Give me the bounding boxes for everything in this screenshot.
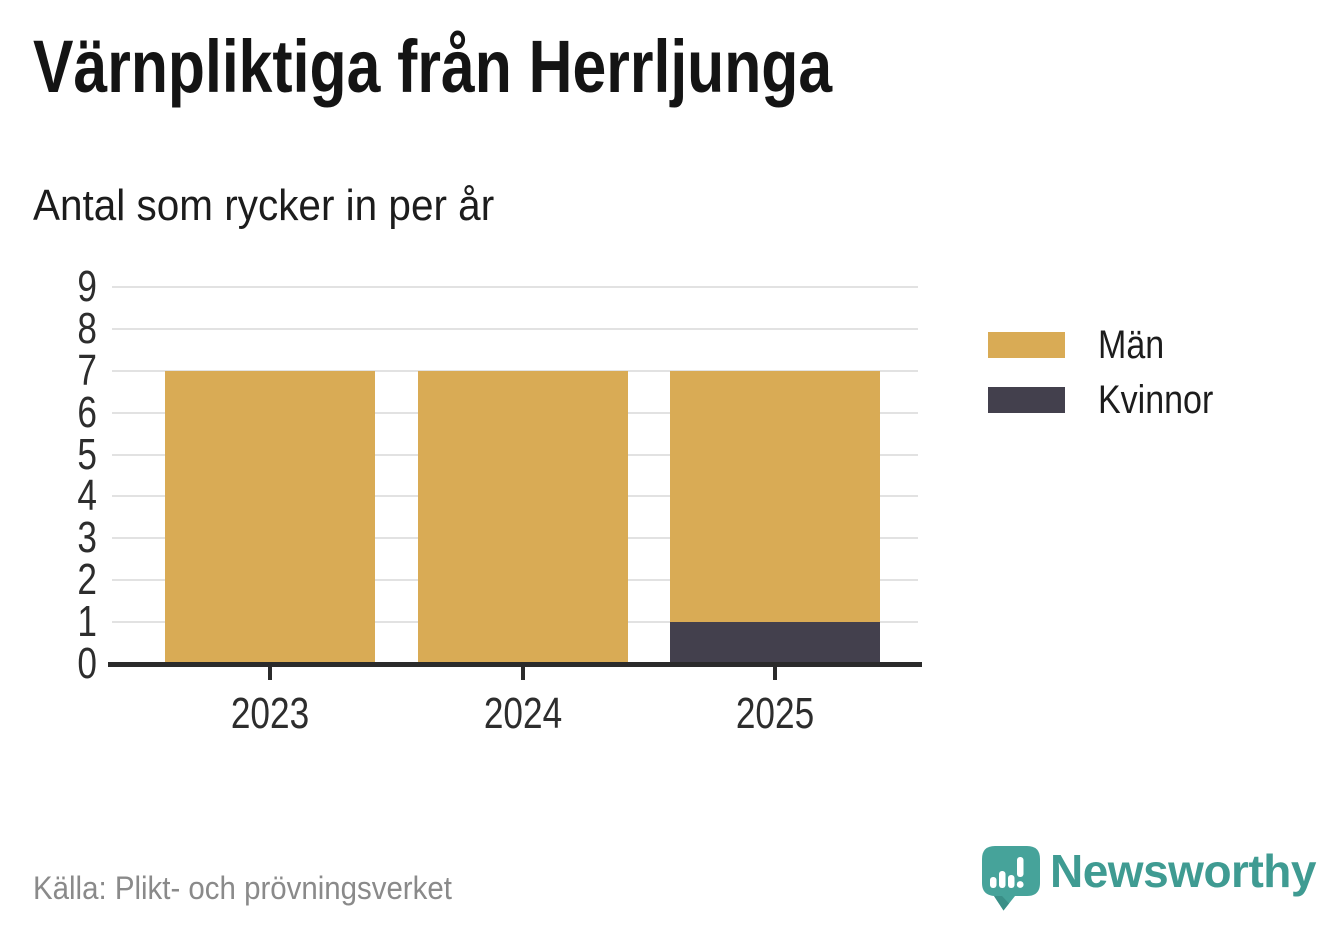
y-tick-label-7: 7	[77, 346, 97, 395]
x-tick-2024	[521, 667, 525, 680]
legend: Män Kvinnor	[988, 323, 1234, 442]
legend-item-kvinnor: Kvinnor	[988, 378, 1234, 422]
bar-2023-män	[165, 371, 375, 664]
x-tick-2025	[773, 667, 777, 680]
chart-title: Värnpliktiga från Herrljunga	[33, 25, 833, 108]
bar-2025-män	[670, 371, 880, 622]
x-axis-line	[108, 662, 922, 667]
y-tick-label-3: 3	[77, 513, 97, 562]
x-tick-label-2025: 2025	[735, 689, 815, 738]
legend-item-män: Män	[988, 323, 1234, 367]
bar-2024-män	[418, 371, 628, 664]
y-tick-label-8: 8	[77, 304, 97, 353]
bar-2025-kvinnor	[670, 622, 880, 664]
gridline-y9	[112, 286, 918, 288]
y-tick-label-9: 9	[77, 262, 97, 311]
y-tick-label-0: 0	[77, 639, 97, 688]
legend-swatch-män	[988, 332, 1065, 358]
gridline-y8	[112, 328, 918, 330]
x-tick-label-2023: 2023	[230, 689, 310, 738]
y-tick-label-2: 2	[77, 555, 97, 604]
source-note: Källa: Plikt- och prövningsverket	[33, 870, 452, 906]
legend-swatch-kvinnor	[988, 387, 1065, 413]
legend-label-män: Män	[1098, 323, 1165, 367]
legend-label-kvinnor: Kvinnor	[1098, 378, 1214, 422]
chart-subtitle: Antal som rycker in per år	[33, 181, 495, 230]
x-tick-2023	[268, 667, 272, 680]
y-tick-label-1: 1	[77, 597, 97, 646]
newsworthy-bubble-icon	[982, 846, 1040, 911]
y-tick-label-6: 6	[77, 388, 97, 437]
x-tick-label-2024: 2024	[483, 689, 563, 738]
newsworthy-logo: Newsworthy	[982, 846, 1316, 912]
y-tick-label-4: 4	[77, 471, 97, 520]
y-tick-label-5: 5	[77, 430, 97, 479]
newsworthy-wordmark: Newsworthy	[1050, 845, 1316, 897]
